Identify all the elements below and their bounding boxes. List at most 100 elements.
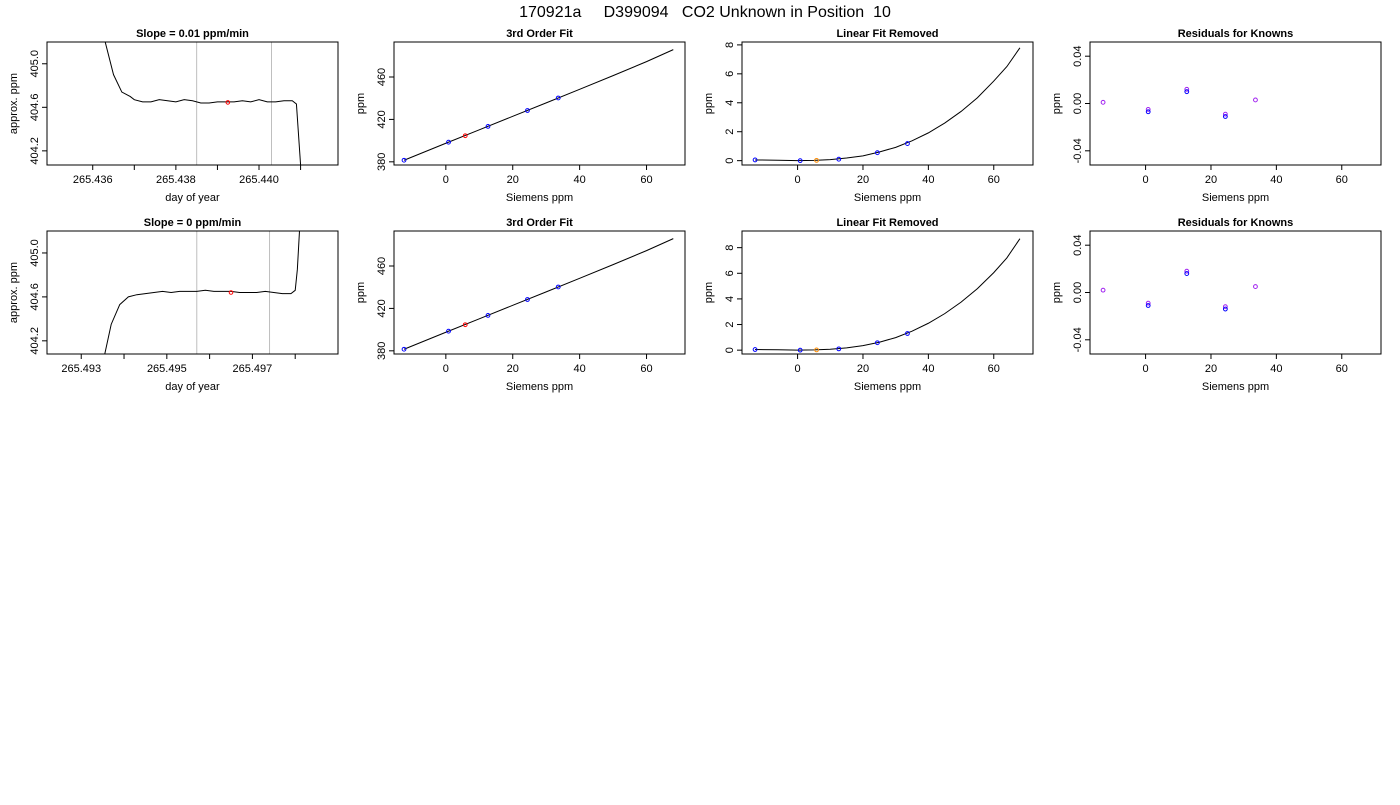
x-tick-label: 60: [1336, 174, 1348, 186]
x-tick-label: 0: [795, 363, 801, 375]
y-tick-label: 6: [724, 270, 736, 276]
y-axis-label: ppm: [355, 282, 367, 303]
plot-frame: [741, 41, 1034, 166]
panel-r1c3: Linear Fit Removed 0 20 40 60 0 2 4 6 8 Siemens pp…: [703, 28, 1034, 204]
y-tick-label: 0.00: [1072, 93, 1084, 114]
data-point: [1222, 111, 1228, 117]
panel-r1c2: 3rd Order Fit 0 20 40 60 380 420 460 Siemens ppm…: [355, 28, 686, 204]
plot-area: [104, 42, 302, 165]
panel-r1c4: Residuals for Knowns 0 20 40 60 -0.04 0.00 0.04…: [1051, 28, 1382, 204]
data-point: [401, 346, 407, 352]
data-trace: [104, 231, 300, 354]
plot-area: [752, 238, 1021, 353]
x-tick-label: 265.493: [61, 363, 101, 375]
y-tick-label: 4: [724, 296, 736, 302]
chart-title: Slope = 0.01 ppm/min: [136, 28, 249, 40]
y-tick-label: 405.0: [29, 50, 41, 78]
chart-title: Residuals for Knowns: [1178, 28, 1294, 40]
y-tick-label: 2: [724, 321, 736, 327]
data-point: [401, 157, 407, 163]
data-point: [1222, 304, 1228, 310]
data-point: [905, 141, 910, 146]
data-point: [485, 313, 491, 318]
x-tick-label: 0: [1143, 363, 1149, 375]
data-point: [1184, 268, 1190, 274]
fit-curve: [403, 49, 674, 161]
x-tick-label: 265.436: [73, 174, 113, 186]
x-tick-label: 40: [574, 174, 586, 186]
data-trace: [104, 42, 302, 165]
chart-title: Linear Fit Removed: [836, 217, 938, 229]
data-point: [462, 133, 468, 139]
fit-curve: [403, 238, 674, 350]
data-point: [446, 139, 451, 145]
plot-area: [401, 238, 674, 352]
y-tick-label: 404.6: [29, 94, 41, 122]
data-point: [1100, 99, 1106, 105]
data-point: [1184, 271, 1190, 276]
y-axis-label: approx. ppm: [8, 73, 20, 134]
plot-area: [401, 49, 674, 163]
x-axis-label: day of year: [165, 192, 220, 204]
y-tick-label: -0.04: [1072, 138, 1084, 163]
plot-area: [752, 47, 1021, 164]
data-point: [1253, 97, 1258, 103]
data-point: [1253, 284, 1258, 289]
y-tick-label: 0.00: [1072, 282, 1084, 303]
x-tick-label: 20: [507, 174, 519, 186]
data-point: [814, 347, 819, 353]
y-axis-label: ppm: [1051, 282, 1063, 303]
x-tick-label: 40: [922, 363, 934, 375]
y-tick-label: 420: [376, 299, 388, 317]
x-tick-label: 265.438: [156, 174, 196, 186]
y-tick-label: 0.04: [1072, 234, 1084, 255]
x-tick-label: 265.495: [147, 363, 187, 375]
data-point: [462, 322, 468, 328]
panel-r2c3: Linear Fit Removed 0 20 40 60 0 2 4 6 8 Siemens pp…: [703, 217, 1034, 393]
data-point: [797, 158, 803, 164]
y-tick-label: 380: [376, 153, 388, 171]
data-point: [555, 284, 561, 290]
x-tick-label: 40: [1270, 174, 1282, 186]
chart-title: 3rd Order Fit: [506, 28, 573, 40]
x-axis-label: Siemens ppm: [854, 192, 921, 204]
page-title: 170921a D399094 CO2 Unknown in Position …: [519, 4, 891, 21]
data-point: [1222, 306, 1228, 312]
data-point: [485, 124, 491, 129]
y-tick-label: 0: [724, 158, 736, 164]
data-point: [874, 150, 880, 156]
data-point: [555, 95, 561, 101]
x-tick-label: 40: [922, 174, 934, 186]
y-tick-label: 404.2: [29, 137, 41, 165]
y-axis-label: approx. ppm: [8, 262, 20, 323]
x-tick-label: 20: [857, 174, 869, 186]
plot-frame: [1089, 230, 1382, 355]
fit-curve: [755, 238, 1021, 351]
data-point: [1145, 109, 1151, 115]
y-axis-label: ppm: [355, 93, 367, 114]
data-point: [1222, 114, 1228, 119]
x-axis-label: Siemens ppm: [506, 192, 573, 204]
x-tick-label: 60: [988, 363, 1000, 375]
data-point: [1184, 89, 1190, 95]
chart-title: Residuals for Knowns: [1178, 217, 1294, 229]
x-axis-label: Siemens ppm: [1202, 381, 1269, 393]
x-tick-label: 40: [1270, 363, 1282, 375]
data-point: [1100, 287, 1106, 293]
x-tick-label: 20: [857, 363, 869, 375]
x-tick-label: 60: [640, 363, 652, 375]
panel-r2c4: Residuals for Knowns 0 20 40 60 -0.04 0.00 0.04…: [1051, 217, 1382, 393]
x-tick-label: 60: [640, 174, 652, 186]
y-tick-label: 405.0: [29, 239, 41, 267]
data-point: [905, 331, 910, 336]
panel-r1c1: Slope = 0.01 ppm/min 265.436 265.438 265.44…: [8, 28, 339, 204]
data-point: [446, 328, 451, 334]
y-tick-label: 420: [376, 110, 388, 128]
x-tick-label: 60: [988, 174, 1000, 186]
x-tick-label: 20: [1205, 363, 1217, 375]
y-tick-label: 2: [724, 129, 736, 135]
y-tick-label: 404.2: [29, 327, 41, 355]
x-tick-label: 0: [443, 363, 449, 375]
chart-title: Linear Fit Removed: [836, 28, 938, 40]
